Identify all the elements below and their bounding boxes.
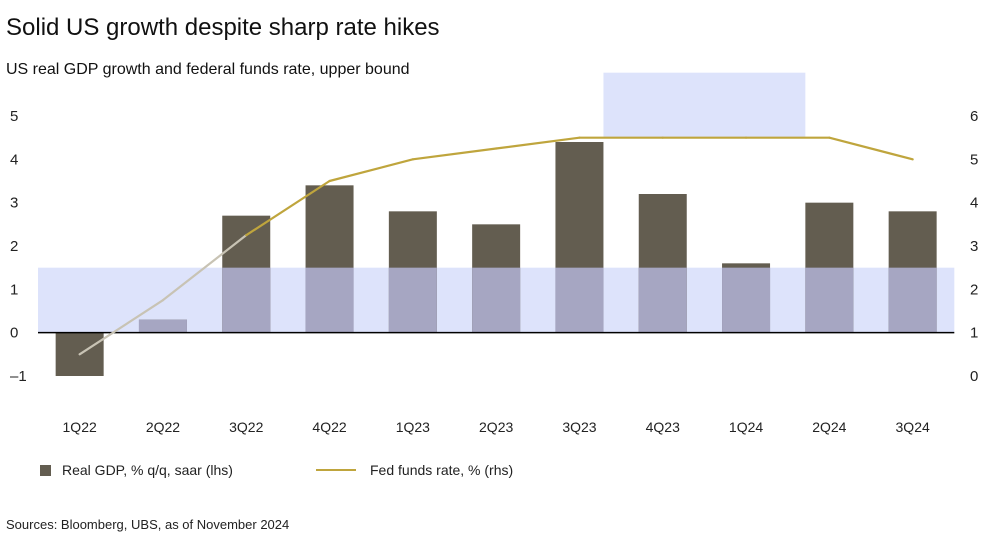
band-overlays — [138, 267, 937, 333]
legend-gdp-label: Real GDP, % q/q, saar (lhs) — [62, 462, 233, 478]
fed-line-segment-2Q23 — [495, 136, 581, 150]
left-tick-label: 3 — [10, 195, 18, 212]
bar-overlay-3Q24 — [888, 267, 937, 333]
bar-overlay-2Q24 — [805, 267, 854, 333]
fed-line-segment-1Q23 — [411, 147, 498, 161]
category-label-3Q24: 3Q24 — [896, 419, 930, 435]
fed-funds-line — [78, 136, 914, 356]
fed-line-segment-2Q24 — [828, 136, 914, 161]
right-tick-label: 1 — [970, 325, 978, 342]
chart-title: Solid US growth despite sharp rate hikes — [6, 14, 440, 41]
legend-fed: Fed funds rate, % (rhs) — [316, 462, 513, 478]
left-tick-label: 2 — [10, 238, 18, 255]
source-note: Sources: Bloomberg, UBS, as of November … — [6, 517, 290, 532]
right-tick-label: 0 — [970, 368, 978, 385]
right-tick-label: 6 — [970, 108, 978, 125]
bar-overlay-1Q23 — [388, 267, 437, 333]
left-tick-label: –1 — [10, 368, 27, 385]
right-tick-label: 5 — [970, 151, 978, 168]
bar-overlay-2Q23 — [472, 267, 521, 333]
chart-subtitle: US real GDP growth and federal funds rat… — [6, 61, 410, 78]
category-label-3Q23: 3Q23 — [562, 419, 596, 435]
category-labels: 1Q22 2Q22 3Q22 4Q22 1Q23 2Q23 3Q23 4Q23 1Q24 2Q24… — [63, 419, 930, 435]
category-label-1Q24: 1Q24 — [729, 419, 763, 435]
left-tick-label: 4 — [10, 151, 18, 168]
gdp-bars — [55, 142, 937, 376]
right-tick-label: 3 — [970, 238, 978, 255]
bar-overlay-3Q23 — [555, 267, 604, 333]
legend-fed-label: Fed funds rate, % (rhs) — [370, 462, 514, 478]
category-label-1Q23: 1Q23 — [396, 419, 430, 435]
bar-overlay-4Q23 — [638, 267, 687, 333]
left-tick-label: 0 — [10, 325, 18, 342]
category-label-4Q23: 4Q23 — [646, 419, 680, 435]
fed-line-segment-4Q22 — [328, 158, 414, 183]
fed-line-segment-2Q22 — [161, 234, 248, 302]
bar-overlay-4Q22 — [305, 267, 354, 333]
left-tick-label: 5 — [10, 108, 18, 125]
fed-line-segment-3Q22 — [245, 179, 331, 237]
fed-line-segment-1Q22 — [78, 299, 165, 356]
right-tick-label: 2 — [970, 281, 978, 298]
bar-overlay-3Q22 — [222, 267, 271, 333]
legend-gdp-swatch — [40, 464, 51, 476]
axis-ticks: 5 4 3 2 1 0 –1 6 5 4 3 2 1 0 — [10, 108, 978, 385]
category-label-2Q24: 2Q24 — [812, 419, 846, 435]
category-label-1Q22: 1Q22 — [63, 419, 97, 435]
category-label-4Q22: 4Q22 — [312, 419, 346, 435]
legend-gdp: Real GDP, % q/q, saar (lhs) — [40, 462, 233, 478]
right-tick-label: 4 — [970, 195, 978, 212]
shaded-band-2 — [603, 72, 806, 138]
left-tick-label: 1 — [10, 281, 18, 298]
bar-overlay-2Q22 — [138, 319, 187, 333]
legend-fed-swatch — [316, 469, 356, 471]
category-label-2Q22: 2Q22 — [146, 419, 180, 435]
category-label-3Q22: 3Q22 — [229, 419, 263, 435]
category-label-2Q23: 2Q23 — [479, 419, 513, 435]
bar-overlay-1Q24 — [722, 267, 771, 333]
